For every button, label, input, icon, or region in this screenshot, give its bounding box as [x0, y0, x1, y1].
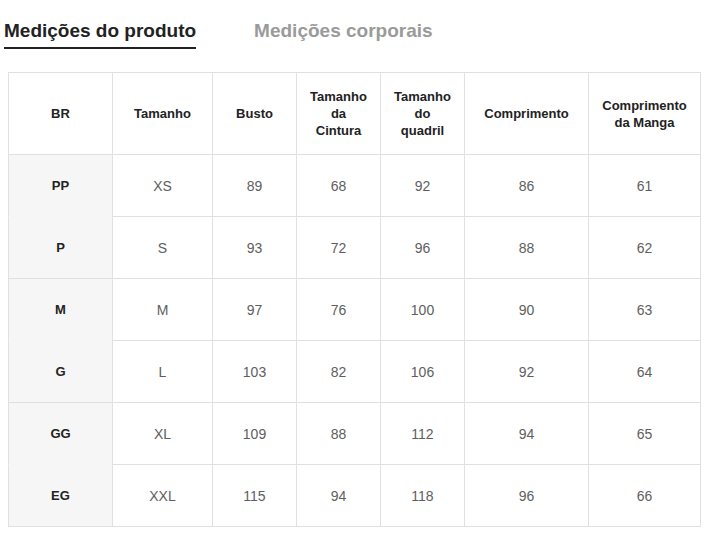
size-cell: 115 — [212, 464, 296, 526]
size-cell: 64 — [588, 340, 700, 402]
row-label: EG — [8, 464, 112, 526]
table-row-p: P S 93 72 96 88 62 — [8, 216, 700, 278]
header-cell-comprimento-da-manga: Comprimento da Manga — [588, 72, 700, 154]
header-cell-tamanho-da-cintura: Tamanho da Cintura — [296, 72, 380, 154]
table-row-m: M M 97 76 100 90 63 — [8, 278, 700, 340]
header-cell-tamanho-do-quadril: Tamanho do quadril — [380, 72, 464, 154]
size-cell: 63 — [588, 278, 700, 340]
size-guide-panel: Medições do produto Medições corporais B… — [0, 20, 708, 527]
size-cell: 109 — [212, 402, 296, 464]
table-row-eg: EG XXL 115 94 118 96 66 — [8, 464, 700, 526]
size-cell: 72 — [296, 216, 380, 278]
size-cell: 61 — [588, 154, 700, 216]
tab-bar: Medições do produto Medições corporais — [4, 20, 708, 49]
size-table: BR Tamanho Busto Tamanho da Cintura Tama… — [8, 72, 701, 527]
size-cell: 88 — [296, 402, 380, 464]
size-cell: 62 — [588, 216, 700, 278]
size-cell: 96 — [464, 464, 588, 526]
header-cell-br: BR — [8, 72, 112, 154]
header-cell-busto: Busto — [212, 72, 296, 154]
size-cell: 66 — [588, 464, 700, 526]
size-cell: 103 — [212, 340, 296, 402]
row-label: M — [8, 278, 112, 340]
size-cell: 82 — [296, 340, 380, 402]
size-cell: 89 — [212, 154, 296, 216]
size-cell: 94 — [464, 402, 588, 464]
tab-body-measurements[interactable]: Medições corporais — [254, 20, 432, 42]
size-cell: 96 — [380, 216, 464, 278]
size-cell: XS — [112, 154, 212, 216]
table-row-pp: PP XS 89 68 92 86 61 — [8, 154, 700, 216]
row-label: PP — [8, 154, 112, 216]
size-cell: 88 — [464, 216, 588, 278]
size-cell: 65 — [588, 402, 700, 464]
tab-product-measurements[interactable]: Medições do produto — [4, 20, 196, 49]
size-cell: 118 — [380, 464, 464, 526]
size-cell: 106 — [380, 340, 464, 402]
size-cell: XXL — [112, 464, 212, 526]
size-cell: 76 — [296, 278, 380, 340]
size-cell: 92 — [380, 154, 464, 216]
size-cell: M — [112, 278, 212, 340]
size-cell: 90 — [464, 278, 588, 340]
size-cell: 94 — [296, 464, 380, 526]
row-label: P — [8, 216, 112, 278]
size-cell: 93 — [212, 216, 296, 278]
size-cell: 112 — [380, 402, 464, 464]
size-cell: 92 — [464, 340, 588, 402]
size-cell: 68 — [296, 154, 380, 216]
size-cell: L — [112, 340, 212, 402]
table-header-row: BR Tamanho Busto Tamanho da Cintura Tama… — [8, 72, 700, 154]
row-label: G — [8, 340, 112, 402]
row-label: GG — [8, 402, 112, 464]
header-cell-comprimento: Comprimento — [464, 72, 588, 154]
table-row-gg: GG XL 109 88 112 94 65 — [8, 402, 700, 464]
table-row-g: G L 103 82 106 92 64 — [8, 340, 700, 402]
size-cell: XL — [112, 402, 212, 464]
size-cell: 86 — [464, 154, 588, 216]
size-cell: 100 — [380, 278, 464, 340]
size-cell: S — [112, 216, 212, 278]
size-cell: 97 — [212, 278, 296, 340]
header-cell-tamanho: Tamanho — [112, 72, 212, 154]
